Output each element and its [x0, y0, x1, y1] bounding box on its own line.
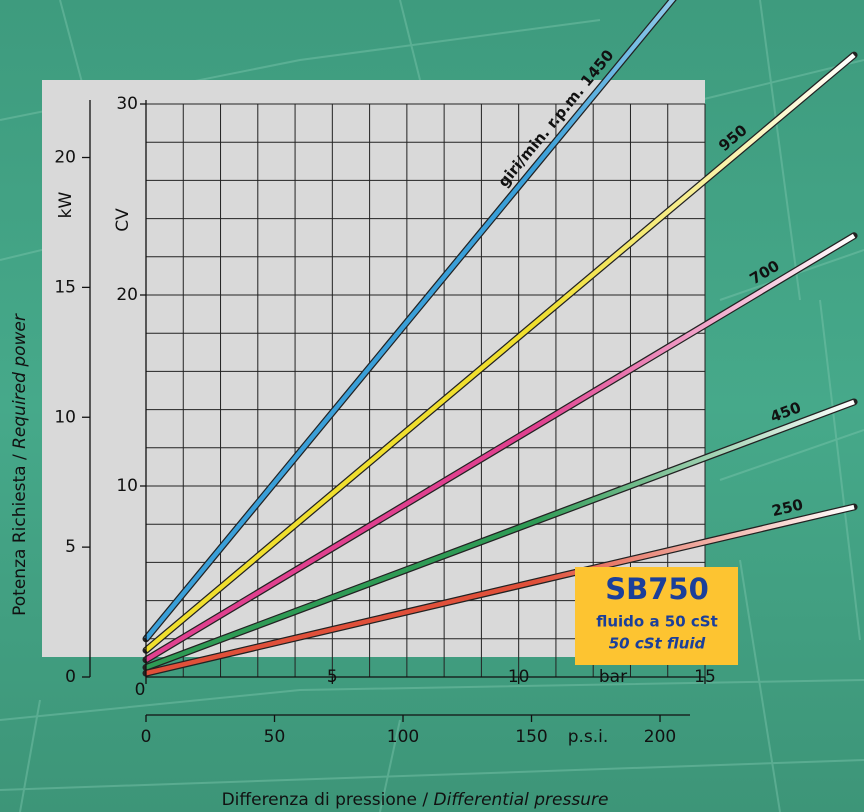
y2-axis-unit: CV: [113, 208, 133, 232]
x2-tick-label: 200: [644, 727, 676, 747]
y2-tick-label: 20: [116, 285, 138, 305]
x2-tick-label: 100: [387, 727, 419, 747]
plot-panel: [42, 80, 705, 657]
model: SB750: [605, 572, 709, 606]
x2-tick-label: 0: [141, 727, 152, 747]
x2-tick-label: 50: [264, 727, 286, 747]
y-tick-label: 5: [65, 537, 76, 557]
box-line-1: fluido a 50 cSt: [596, 613, 718, 631]
x-title-main: Differenza di pressione /: [222, 790, 434, 810]
y-tick-label: 10: [54, 407, 76, 427]
x-tick-label: 0: [135, 680, 146, 700]
x-axis-unit: bar: [599, 667, 627, 687]
box-background: [575, 567, 738, 665]
y-tick-label: 0: [65, 667, 76, 687]
y-title-main: Potenza Richiesta /: [10, 449, 30, 616]
box-line-2: 50 cSt fluid: [609, 635, 706, 653]
x-axis-title: Differenza di pressione / Differential p…: [222, 790, 609, 810]
y-tick-label: 15: [54, 277, 76, 297]
y-tick-label: 20: [54, 148, 76, 168]
series-line: [144, 0, 676, 641]
y-axis-unit: kW: [56, 191, 76, 218]
x-title-italic: Differential pressure: [434, 790, 609, 810]
model-box: SB750 fluido a 50 cSt 50 cSt fluid: [575, 567, 738, 665]
series-line: [145, 399, 855, 670]
series-line: [145, 504, 855, 676]
y-title-italic: Required power: [10, 313, 30, 449]
x2-tick-label: 150: [515, 727, 547, 747]
y2-tick-label: 30: [116, 94, 138, 114]
y-axis-title: Potenza Richiesta / Required power: [10, 313, 30, 616]
y2-tick-label: 10: [116, 476, 138, 496]
x-tick-label: 5: [327, 667, 338, 687]
x-tick-label: 10: [508, 667, 530, 687]
x-tick-label: 15: [694, 667, 716, 687]
series-line: [144, 53, 856, 652]
x2-axis-unit: p.s.i.: [568, 727, 609, 747]
series-line: [144, 233, 856, 662]
